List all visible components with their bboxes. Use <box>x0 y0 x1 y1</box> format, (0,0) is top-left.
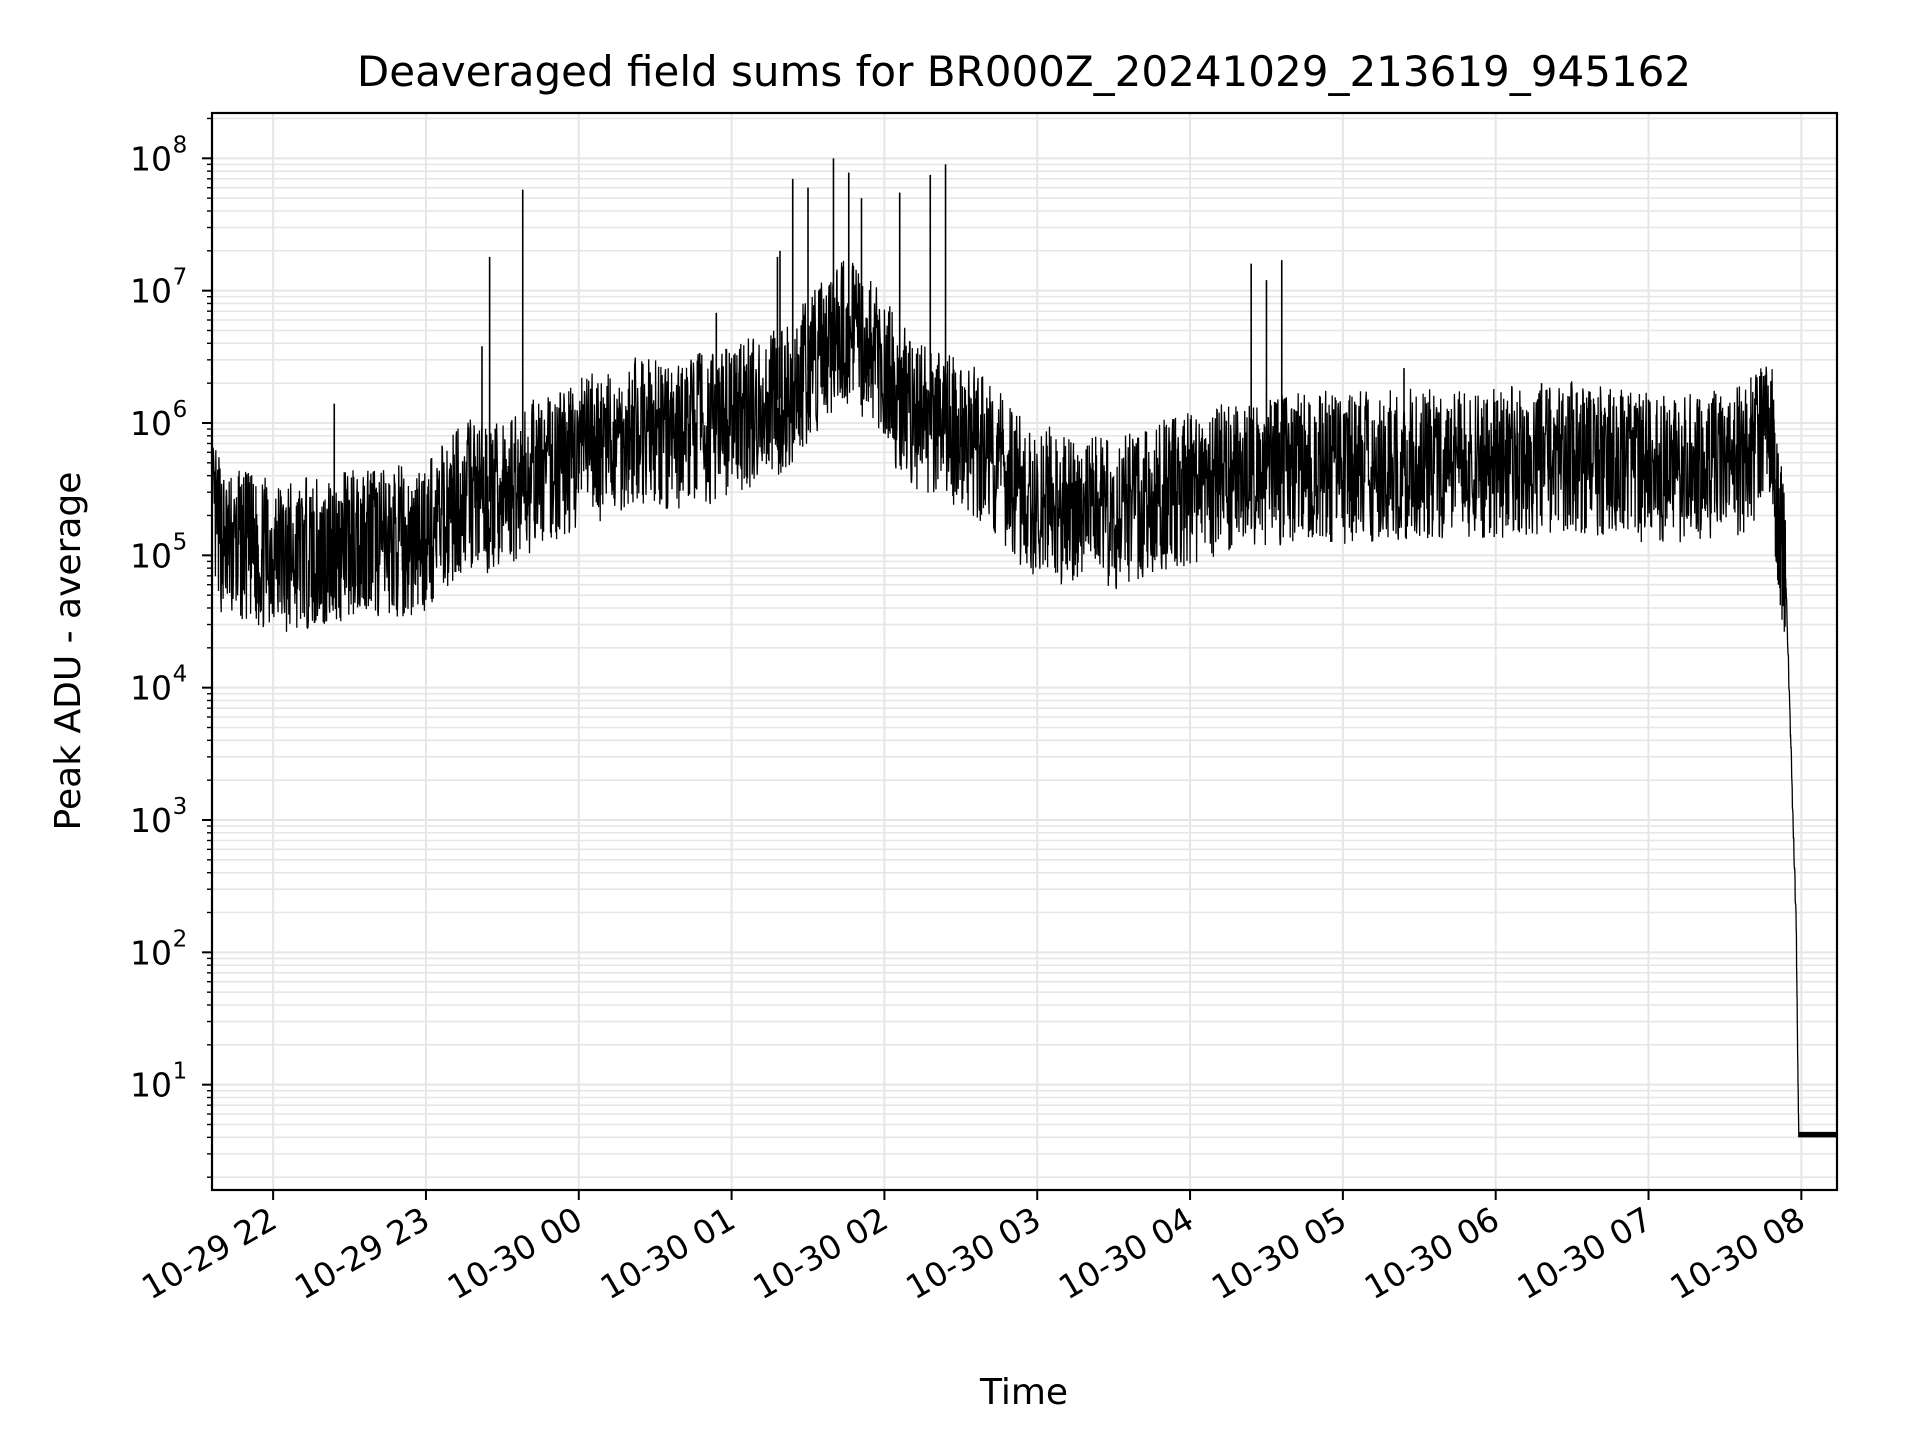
y-tick-label: 10 <box>130 933 172 972</box>
plot-area <box>212 158 1837 1138</box>
series-line <box>212 260 1837 1138</box>
y-tick-exponent: 3 <box>173 794 188 820</box>
y-tick-exponent: 7 <box>173 265 188 291</box>
y-tick-label: 10 <box>130 801 172 840</box>
y-axis-label: Peak ADU - average <box>48 472 89 831</box>
y-tick-exponent: 2 <box>173 926 188 952</box>
y-tick-label: 10 <box>130 404 172 443</box>
y-tick-exponent: 6 <box>173 397 188 423</box>
y-tick-exponent: 5 <box>173 529 188 555</box>
y-tick-exponent: 1 <box>173 1059 188 1085</box>
plot-frame <box>210 111 1839 1192</box>
chart-title: Deaveraged field sums for BR000Z_2024102… <box>357 47 1691 96</box>
grid <box>212 113 1837 1190</box>
spikes <box>333 158 1650 550</box>
y-tick-label: 10 <box>130 1066 172 1105</box>
y-tick-label: 10 <box>130 669 172 708</box>
y-tick-exponent: 8 <box>173 132 188 158</box>
y-tick-exponent: 4 <box>173 662 188 688</box>
y-tick-label: 10 <box>130 536 172 575</box>
y-tick-label: 10 <box>130 272 172 311</box>
y-tick-label: 10 <box>130 139 172 178</box>
x-axis-label: Time <box>979 1372 1068 1413</box>
